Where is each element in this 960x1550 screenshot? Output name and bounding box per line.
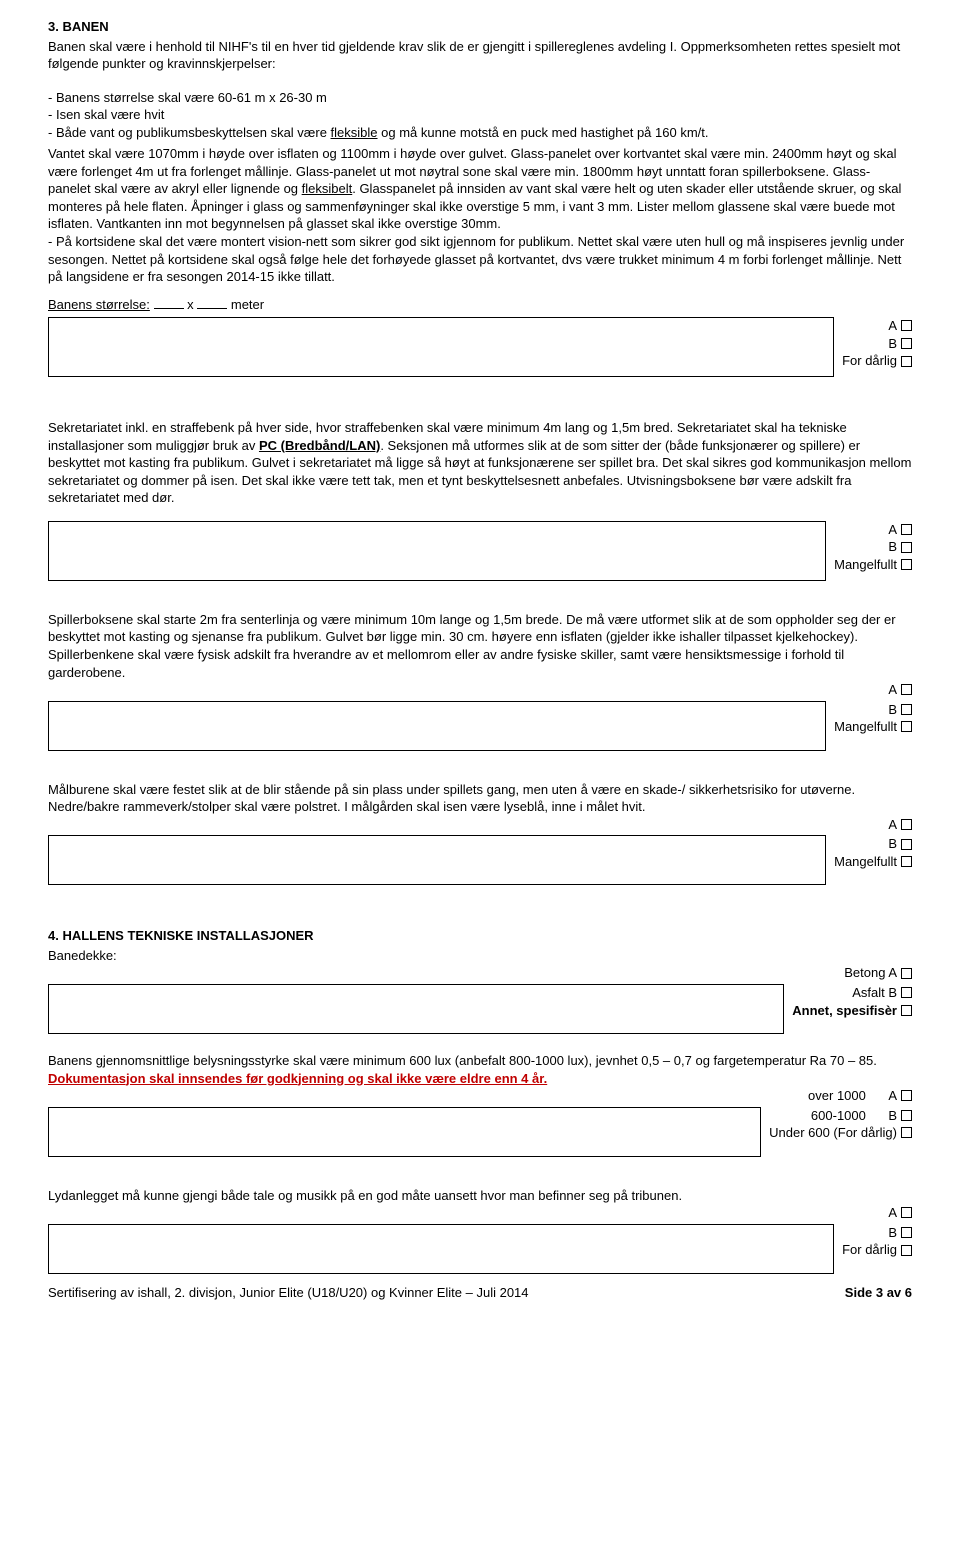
lyd-block: B For dårlig <box>48 1224 912 1274</box>
mal-b-checkbox[interactable] <box>901 839 912 850</box>
sekretariat-comment-box[interactable] <box>48 521 826 581</box>
sekretariat-block: A B Mangelfullt <box>48 521 912 581</box>
banedekke-comment-box[interactable] <box>48 984 784 1034</box>
lyd-a-checkbox[interactable] <box>901 1207 912 1218</box>
banedekke-options: Asfalt B Annet, spesifisèr <box>792 984 912 1019</box>
malburene-block: B Mangelfullt <box>48 835 912 885</box>
lyd-fordarlig-checkbox[interactable] <box>901 1245 912 1256</box>
spillerbokser-paragraph: Spillerboksene skal starte 2m fra senter… <box>48 611 912 681</box>
section-4-title: 4. HALLENS TEKNISKE INSTALLASJONER <box>48 927 912 945</box>
size-line: Banens størrelse: x meter <box>48 296 912 314</box>
bullet-3: Både vant og publikumsbeskyttelsen skal … <box>48 124 912 142</box>
size-width-blank[interactable] <box>154 297 184 309</box>
section-3-bullets: Banens størrelse skal være 60-61 m x 26-… <box>48 89 912 142</box>
spillerbokser-comment-box[interactable] <box>48 701 826 751</box>
sekretariat-options: A B Mangelfullt <box>834 521 912 574</box>
section-3-title: 3. BANEN <box>48 18 912 36</box>
betong-checkbox[interactable] <box>901 968 912 979</box>
footer-left: Sertifisering av ishall, 2. divisjon, Ju… <box>48 1284 529 1302</box>
sek-mangelfull-checkbox[interactable] <box>901 559 912 570</box>
kortsidene-paragraph: - På kortsidene skal det være montert vi… <box>48 233 912 286</box>
size-a-checkbox[interactable] <box>901 320 912 331</box>
spillerbokser-options: B Mangelfullt <box>834 701 912 736</box>
belysning-paragraph: Banens gjennomsnittlige belysningsstyrke… <box>48 1052 912 1087</box>
lyd-paragraph: Lydanlegget må kunne gjengi både tale og… <box>48 1187 912 1205</box>
lux-options-top: over 1000 A <box>48 1087 912 1105</box>
malburene-paragraph: Målburene skal være festet slik at de bl… <box>48 781 912 816</box>
spillerbokser-options-top: A <box>48 681 912 699</box>
lux-options: 600-1000 B Under 600 (For dårlig) <box>769 1107 912 1142</box>
lux-under-checkbox[interactable] <box>901 1127 912 1138</box>
section-4: 4. HALLENS TEKNISKE INSTALLASJONER Baned… <box>48 927 912 1273</box>
spb-mangelfull-checkbox[interactable] <box>901 721 912 732</box>
lux-block: 600-1000 B Under 600 (For dårlig) <box>48 1107 912 1157</box>
malburene-options-top: A <box>48 816 912 834</box>
malburene-options: B Mangelfullt <box>834 835 912 870</box>
size-height-blank[interactable] <box>197 297 227 309</box>
spb-b-checkbox[interactable] <box>901 704 912 715</box>
banedekke-block: Asfalt B Annet, spesifisèr <box>48 984 912 1034</box>
lux-b-checkbox[interactable] <box>901 1110 912 1121</box>
size-block: A B For dårlig <box>48 317 912 377</box>
size-b-checkbox[interactable] <box>901 338 912 349</box>
lyd-comment-box[interactable] <box>48 1224 834 1274</box>
page-footer: Sertifisering av ishall, 2. divisjon, Ju… <box>48 1284 912 1302</box>
vant-paragraph: Vantet skal være 1070mm i høyde over isf… <box>48 145 912 233</box>
malburene-comment-box[interactable] <box>48 835 826 885</box>
spillerbokser-block: B Mangelfullt <box>48 701 912 751</box>
annet-checkbox[interactable] <box>901 1005 912 1016</box>
spb-a-checkbox[interactable] <box>901 684 912 695</box>
bullet-1: Banens størrelse skal være 60-61 m x 26-… <box>48 89 912 107</box>
sek-a-checkbox[interactable] <box>901 524 912 535</box>
section-3: 3. BANEN Banen skal være i henhold til N… <box>48 18 912 885</box>
footer-right: Side 3 av 6 <box>845 1284 912 1302</box>
asfalt-checkbox[interactable] <box>901 987 912 998</box>
banedekke-options-top: Betong A <box>48 964 912 982</box>
section-3-intro: Banen skal være i henhold til NIHF's til… <box>48 38 912 73</box>
lyd-b-checkbox[interactable] <box>901 1227 912 1238</box>
banedekke-label: Banedekke: <box>48 947 912 965</box>
lyd-options-top: A <box>48 1204 912 1222</box>
lux-a-checkbox[interactable] <box>901 1090 912 1101</box>
lyd-options: B For dårlig <box>842 1224 912 1259</box>
bullet-2: Isen skal være hvit <box>48 106 912 124</box>
sek-b-checkbox[interactable] <box>901 542 912 553</box>
size-fordarlig-checkbox[interactable] <box>901 356 912 367</box>
mal-mangelfull-checkbox[interactable] <box>901 856 912 867</box>
mal-a-checkbox[interactable] <box>901 819 912 830</box>
size-comment-box[interactable] <box>48 317 834 377</box>
lux-comment-box[interactable] <box>48 1107 761 1157</box>
size-options: A B For dårlig <box>842 317 912 370</box>
sekretariat-paragraph: Sekretariatet inkl. en straffebenk på hv… <box>48 419 912 507</box>
